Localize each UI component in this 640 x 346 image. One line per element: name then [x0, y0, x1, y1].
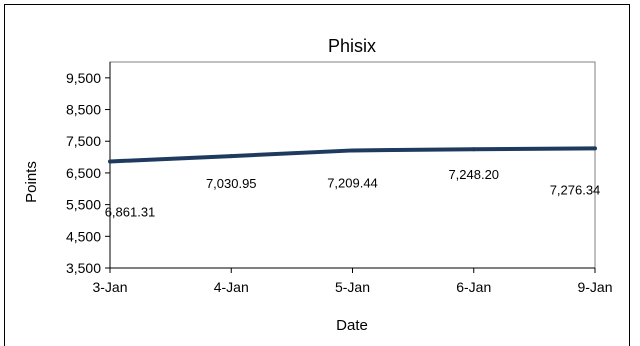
plot-border — [109, 61, 596, 269]
y-tick-label: 7,500 — [66, 133, 101, 149]
x-tick-label: 9-Jan — [577, 279, 612, 295]
y-tick-label: 8,500 — [66, 102, 101, 118]
data-point — [229, 154, 234, 159]
data-point — [471, 147, 476, 152]
data-point — [108, 159, 112, 164]
x-tick-label: 5-Jan — [335, 279, 370, 295]
data-point — [593, 146, 597, 151]
data-label: 6,861.31 — [105, 204, 156, 219]
x-axis: 3-Jan 4-Jan 5-Jan 6-Jan 9-Jan — [92, 267, 613, 295]
y-tick-label: 9,500 — [66, 70, 101, 86]
data-label: 7,276.34 — [550, 182, 601, 197]
x-tick-label: 4-Jan — [214, 279, 249, 295]
x-axis-title: Date — [336, 317, 368, 334]
chart-area — [4, 4, 630, 346]
y-axis: 3,500 4,500 5,500 6,500 7,500 8,500 9,500 — [66, 62, 111, 276]
series-layer — [108, 146, 597, 164]
data-label: 7,248.20 — [448, 167, 499, 182]
x-tick-label: 3-Jan — [92, 279, 127, 295]
plot-area — [109, 61, 596, 269]
data-point — [350, 148, 355, 153]
y-tick-label: 3,500 — [66, 260, 101, 276]
y-tick-label: 6,500 — [66, 165, 101, 181]
y-tick-label: 5,500 — [66, 197, 101, 213]
data-labels: 6,861.31 7,030.95 7,209.44 7,248.20 7,276.34 — [105, 167, 601, 219]
chart-title: Phisix — [328, 36, 376, 56]
data-label: 7,209.44 — [327, 175, 378, 190]
x-tick-label: 6-Jan — [456, 279, 491, 295]
data-label: 7,030.95 — [206, 176, 257, 191]
y-tick-label: 4,500 — [66, 228, 101, 244]
y-axis-title: Points — [23, 161, 40, 203]
